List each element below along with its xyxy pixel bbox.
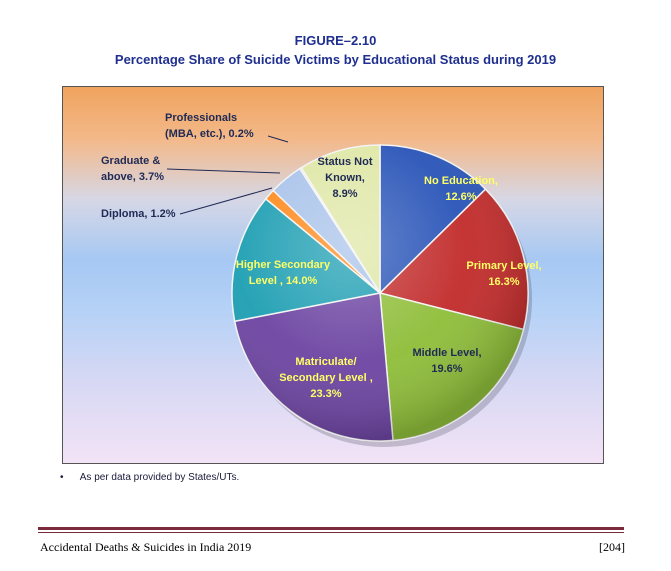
- slice-label: Professionals (MBA, etc.), 0.2%: [165, 112, 254, 140]
- slice-label: Graduate & above, 3.7%: [101, 155, 164, 183]
- slice-label: Matriculate/Secondary Level , 23.3%: [279, 356, 373, 400]
- footnote: • As per data provided by States/UTs.: [60, 472, 239, 483]
- footer-rule-thin: [38, 532, 624, 533]
- slice-label: Diploma, 1.2%: [101, 208, 176, 220]
- footer-publication-title: Accidental Deaths & Suicides in India 20…: [40, 540, 252, 554]
- footer-page-number: [204]: [599, 540, 625, 554]
- leader-line: [267, 135, 289, 143]
- footer-rule-thick: [38, 527, 624, 530]
- footnote-text: As per data provided by States/UTs.: [79, 472, 240, 483]
- chart-area: No Education, 12.6% Primary Level, 16.3% Mid…: [62, 86, 604, 464]
- leader-line: [179, 187, 273, 215]
- figure-title: Percentage Share of Suicide Victims by E…: [114, 52, 557, 67]
- slice-label: Higher Secondary Level , 14.0%: [236, 259, 331, 287]
- slice-label: Primary Level, 16.3%: [466, 260, 541, 288]
- figure-number: FIGURE–2.10: [294, 33, 377, 48]
- slice-label: Status Not Known, 8.9%: [318, 156, 373, 200]
- footnote-bullet: •: [60, 472, 64, 483]
- pie-chart: No Education, 12.6% Primary Level, 16.3% Mid…: [101, 112, 542, 447]
- slice-label: Middle Level, 19.6%: [412, 347, 481, 375]
- slice-label: No Education, 12.6%: [424, 175, 498, 203]
- leader-line: [166, 168, 281, 174]
